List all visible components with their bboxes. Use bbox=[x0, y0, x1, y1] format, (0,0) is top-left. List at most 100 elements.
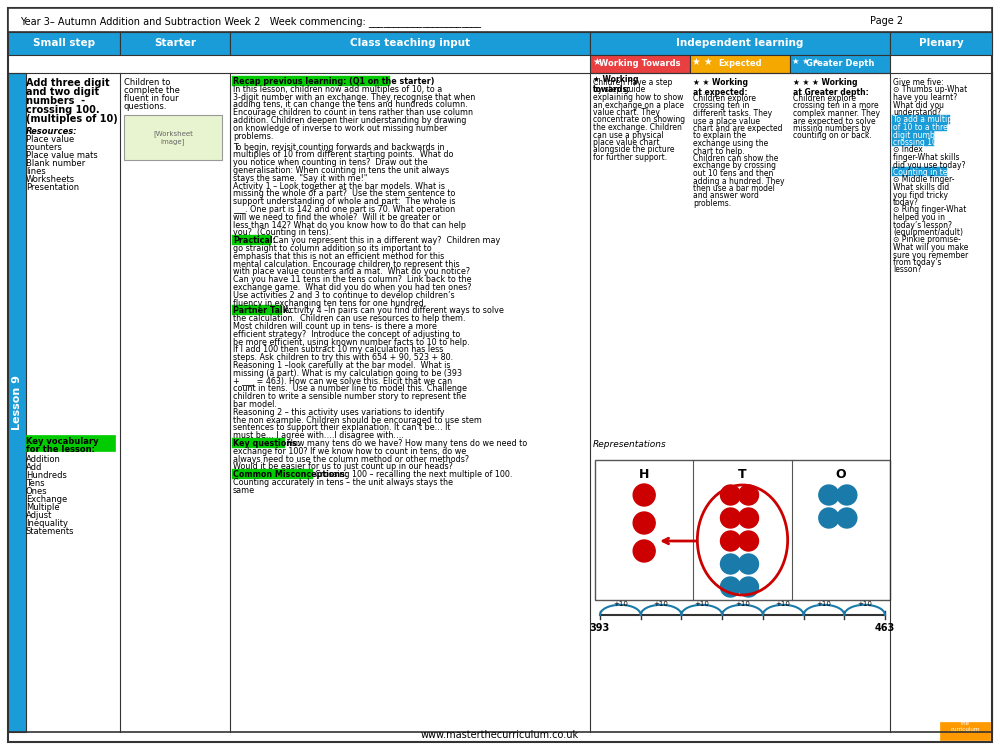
Text: value chart. They: value chart. They bbox=[593, 108, 660, 117]
Text: +10: +10 bbox=[694, 601, 709, 607]
Circle shape bbox=[837, 485, 857, 505]
Text: did you use today?: did you use today? bbox=[893, 160, 966, 170]
Text: missing numbers by: missing numbers by bbox=[793, 124, 871, 133]
Text: understand?: understand? bbox=[893, 108, 941, 117]
Text: ⊙ Ring finger-What: ⊙ Ring finger-What bbox=[893, 206, 966, 214]
FancyBboxPatch shape bbox=[595, 460, 890, 600]
Text: have you learnt?: have you learnt? bbox=[893, 93, 957, 102]
Text: Representations: Representations bbox=[593, 440, 667, 449]
FancyBboxPatch shape bbox=[120, 32, 230, 55]
Circle shape bbox=[738, 531, 759, 551]
FancyBboxPatch shape bbox=[940, 722, 990, 740]
Text: the calculation.  Children can use resources to help them.: the calculation. Children can use resour… bbox=[233, 314, 466, 323]
Text: Add: Add bbox=[26, 464, 42, 472]
FancyBboxPatch shape bbox=[8, 8, 992, 742]
Text: must be… I agree with….I disagree with….: must be… I agree with….I disagree with…. bbox=[233, 431, 404, 440]
Text: www.masterthecurriculum.co.uk: www.masterthecurriculum.co.uk bbox=[421, 730, 579, 740]
Text: place value chart: place value chart bbox=[593, 138, 660, 147]
Text: generalisation: When counting in tens the unit always: generalisation: When counting in tens th… bbox=[233, 166, 449, 175]
Text: Counting accurately in tens – the unit always stays the: Counting accurately in tens – the unit a… bbox=[233, 478, 453, 487]
FancyBboxPatch shape bbox=[892, 115, 950, 124]
FancyBboxPatch shape bbox=[230, 32, 590, 55]
Text: ___. One part is 142 and one part is 70. What operation: ___. One part is 142 and one part is 70.… bbox=[233, 205, 455, 214]
Text: Crossing 100 – recalling the next multiple of 100.: Crossing 100 – recalling the next multip… bbox=[315, 470, 512, 479]
Text: explaining how to show: explaining how to show bbox=[593, 93, 683, 102]
Text: crossing 100.: crossing 100. bbox=[26, 105, 100, 115]
FancyBboxPatch shape bbox=[690, 55, 790, 73]
Circle shape bbox=[633, 512, 655, 534]
Text: always need to use the column method or other methods?: always need to use the column method or … bbox=[233, 454, 469, 464]
Text: Can you represent this in a different way?  Children may: Can you represent this in a different wa… bbox=[273, 236, 500, 245]
Text: Starter: Starter bbox=[154, 38, 196, 49]
Text: O: O bbox=[836, 468, 846, 481]
Text: Working Towards: Working Towards bbox=[599, 59, 681, 68]
Text: chart and are expected: chart and are expected bbox=[693, 124, 782, 133]
Text: for further support.: for further support. bbox=[593, 153, 667, 162]
Text: Give me five:: Give me five: bbox=[893, 78, 944, 87]
Text: you notice when counting in tens?  Draw out the: you notice when counting in tens? Draw o… bbox=[233, 158, 428, 167]
Text: 3-digit number with an exchange. They recognise that when: 3-digit number with an exchange. They re… bbox=[233, 92, 475, 101]
Text: for the lesson:: for the lesson: bbox=[26, 446, 95, 454]
FancyBboxPatch shape bbox=[590, 55, 690, 73]
Text: Addition: Addition bbox=[26, 455, 61, 464]
Text: Can you have 11 tens in the tens column?  Link back to the: Can you have 11 tens in the tens column?… bbox=[233, 275, 472, 284]
Text: exchange for 100? If we know how to count in tens, do we: exchange for 100? If we know how to coun… bbox=[233, 447, 466, 456]
Text: from today’s: from today’s bbox=[893, 258, 942, 267]
Text: lines: lines bbox=[26, 167, 46, 176]
Text: Inequality: Inequality bbox=[26, 520, 68, 529]
Circle shape bbox=[819, 508, 839, 528]
FancyBboxPatch shape bbox=[124, 115, 222, 160]
FancyBboxPatch shape bbox=[890, 32, 992, 55]
Text: In this lesson, children now add multiples of 10, to a: In this lesson, children now add multipl… bbox=[233, 85, 442, 94]
Text: (multiples of 10): (multiples of 10) bbox=[26, 114, 118, 124]
Text: Use activities 2 and 3 to continue to develop children’s: Use activities 2 and 3 to continue to de… bbox=[233, 291, 455, 300]
Text: stays the same. "Say it with me!": stays the same. "Say it with me!" bbox=[233, 174, 368, 183]
Text: can use a physical: can use a physical bbox=[593, 130, 664, 140]
Text: adding a hundred. They: adding a hundred. They bbox=[693, 176, 784, 185]
Text: exchange game.  What did you do when you had ten ones?: exchange game. What did you do when you … bbox=[233, 283, 474, 292]
Text: Exchange: Exchange bbox=[26, 496, 67, 505]
Text: Common Misconceptions:: Common Misconceptions: bbox=[233, 470, 348, 479]
Text: Year 3– Autumn Addition and Subtraction Week 2   Week commencing: ______________: Year 3– Autumn Addition and Subtraction … bbox=[20, 16, 481, 27]
Text: ★ ★ ★: ★ ★ ★ bbox=[792, 57, 820, 66]
Text: Expected: Expected bbox=[718, 59, 762, 68]
Text: then use a bar model: then use a bar model bbox=[693, 184, 775, 193]
Text: on knowledge of inverse to work out missing number: on knowledge of inverse to work out miss… bbox=[233, 124, 447, 133]
Text: Small step: Small step bbox=[33, 38, 95, 49]
Text: +10: +10 bbox=[654, 601, 669, 607]
FancyBboxPatch shape bbox=[232, 76, 390, 86]
Text: problems.: problems. bbox=[233, 131, 273, 140]
Text: What skills did: What skills did bbox=[893, 183, 949, 192]
Text: sure you remember: sure you remember bbox=[893, 251, 968, 260]
Text: missing (a part). What is my calculation going to be (393: missing (a part). What is my calculation… bbox=[233, 369, 462, 378]
Text: Partner Talk:: Partner Talk: bbox=[233, 306, 291, 315]
Text: use a place value: use a place value bbox=[693, 116, 760, 125]
FancyBboxPatch shape bbox=[8, 32, 120, 55]
Text: ★ Working
towards:: ★ Working towards: bbox=[593, 75, 639, 94]
Text: steps. Ask children to try this with 654 + 90, 523 + 80.: steps. Ask children to try this with 654… bbox=[233, 353, 453, 362]
Text: and two digit: and two digit bbox=[26, 87, 99, 97]
Text: complete the: complete the bbox=[124, 86, 180, 95]
Text: Children explore: Children explore bbox=[793, 94, 856, 103]
Text: alongside the picture: alongside the picture bbox=[593, 146, 674, 154]
Text: be more efficient, using known number facts to 10 to help.: be more efficient, using known number fa… bbox=[233, 338, 470, 346]
Text: Greater Depth: Greater Depth bbox=[806, 59, 874, 68]
Text: Master
the
curriculum: Master the curriculum bbox=[950, 716, 980, 732]
Text: missing the whole of a part?  Use the stem sentence to: missing the whole of a part? Use the ste… bbox=[233, 189, 455, 198]
Text: ⊙ Middle finger-: ⊙ Middle finger- bbox=[893, 176, 954, 184]
FancyBboxPatch shape bbox=[232, 235, 271, 245]
Text: T: T bbox=[738, 468, 747, 481]
Text: Children can show the: Children can show the bbox=[693, 154, 778, 163]
FancyBboxPatch shape bbox=[8, 8, 992, 32]
Text: Adjust: Adjust bbox=[26, 512, 52, 520]
Text: Lesson 9: Lesson 9 bbox=[12, 375, 22, 430]
Text: emphasis that this is not an efficient method for this: emphasis that this is not an efficient m… bbox=[233, 252, 444, 261]
Text: adding tens, it can change the tens and hundreds column.: adding tens, it can change the tens and … bbox=[233, 100, 468, 109]
Text: addition. Children deepen their understanding by drawing: addition. Children deepen their understa… bbox=[233, 116, 466, 125]
Text: and answer word: and answer word bbox=[693, 191, 759, 200]
Circle shape bbox=[720, 554, 740, 574]
Text: Place value mats: Place value mats bbox=[26, 151, 98, 160]
Text: ⊙ Pinkie promise-: ⊙ Pinkie promise- bbox=[893, 236, 961, 244]
Text: Independent learning: Independent learning bbox=[676, 38, 804, 49]
Text: Children to: Children to bbox=[124, 78, 170, 87]
